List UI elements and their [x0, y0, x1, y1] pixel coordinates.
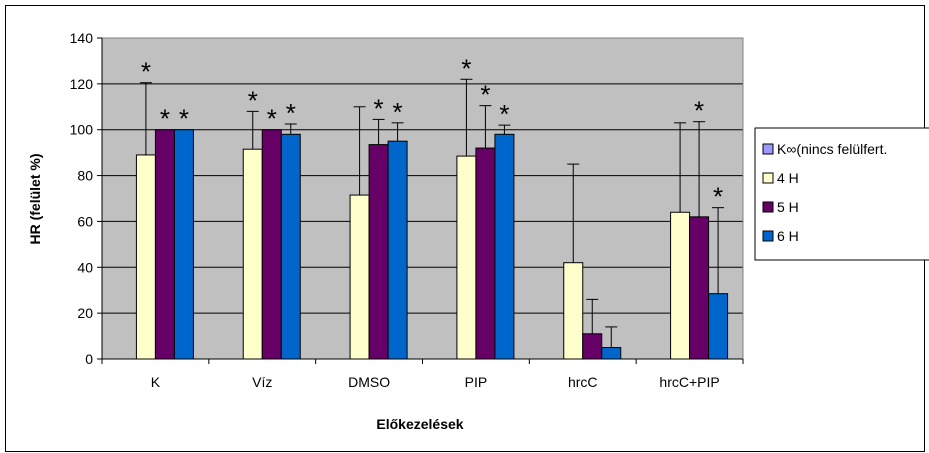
y-tick-label: 0: [85, 351, 93, 367]
bar: [280, 133, 301, 360]
y-tick-label: 20: [77, 305, 93, 321]
x-tick-label: K: [151, 374, 161, 390]
significance-star: *: [141, 57, 151, 87]
bar: [135, 154, 156, 360]
significance-star: *: [713, 182, 723, 212]
significance-star: *: [160, 104, 170, 134]
bar: [154, 129, 175, 360]
bar: [708, 293, 729, 360]
significance-star: *: [694, 96, 704, 126]
significance-star: *: [461, 53, 471, 83]
legend-swatch: [762, 172, 774, 184]
bar: [261, 129, 282, 360]
plot-area: 0 20 40 60 80 100 120 140 K Víz DMSO PIP hrcC hrcC+PI…: [70, 30, 744, 390]
legend-label: 5 H: [777, 199, 799, 215]
bar: [242, 148, 263, 360]
x-axis-title: Előkezelések: [376, 416, 463, 432]
bar: [563, 262, 584, 360]
bar: [456, 155, 477, 360]
significance-star: *: [499, 99, 509, 129]
legend-box: [754, 127, 929, 261]
y-axis-title: HR (felület %): [27, 154, 43, 245]
y-tick-label: 60: [77, 213, 93, 229]
legend-swatch: [762, 201, 774, 213]
bar: [582, 333, 603, 360]
bar: [689, 216, 710, 360]
bar: [387, 140, 408, 360]
significance-star: *: [267, 104, 277, 134]
legend-label: 4 H: [777, 170, 799, 186]
y-tick-label: 140: [70, 30, 94, 46]
significance-star: *: [393, 97, 403, 127]
legend-swatch: [762, 230, 774, 242]
legend-label: K∞(nincs felülfert.: [777, 141, 887, 157]
x-tick-label: hrcC: [568, 374, 598, 390]
significance-star: *: [374, 93, 384, 123]
bar: [475, 147, 496, 360]
y-tick-label: 120: [70, 76, 94, 92]
bar: [670, 211, 691, 360]
bar: [368, 144, 389, 360]
y-tick-label: 40: [77, 259, 93, 275]
x-tick-label: DMSO: [348, 374, 390, 390]
significance-star: *: [480, 80, 490, 110]
bar: [173, 129, 194, 360]
x-tick-label: hrcC+PIP: [659, 374, 719, 390]
plot-background: [102, 38, 743, 359]
significance-star: *: [286, 98, 296, 128]
y-tick-label: 100: [70, 122, 94, 138]
y-tick-label: 80: [77, 168, 93, 184]
x-tick-label: PIP: [465, 374, 488, 390]
legend-label: 6 H: [777, 228, 799, 244]
x-tick-label: Víz: [252, 374, 272, 390]
significance-star: *: [248, 85, 258, 115]
bar: [601, 347, 622, 360]
bar: [494, 133, 515, 360]
significance-star: *: [179, 104, 189, 134]
bar: [349, 194, 370, 360]
legend-swatch: [762, 143, 774, 155]
legend: K∞(nincs felülfert. 4 H 5 H 6 H: [754, 127, 929, 261]
